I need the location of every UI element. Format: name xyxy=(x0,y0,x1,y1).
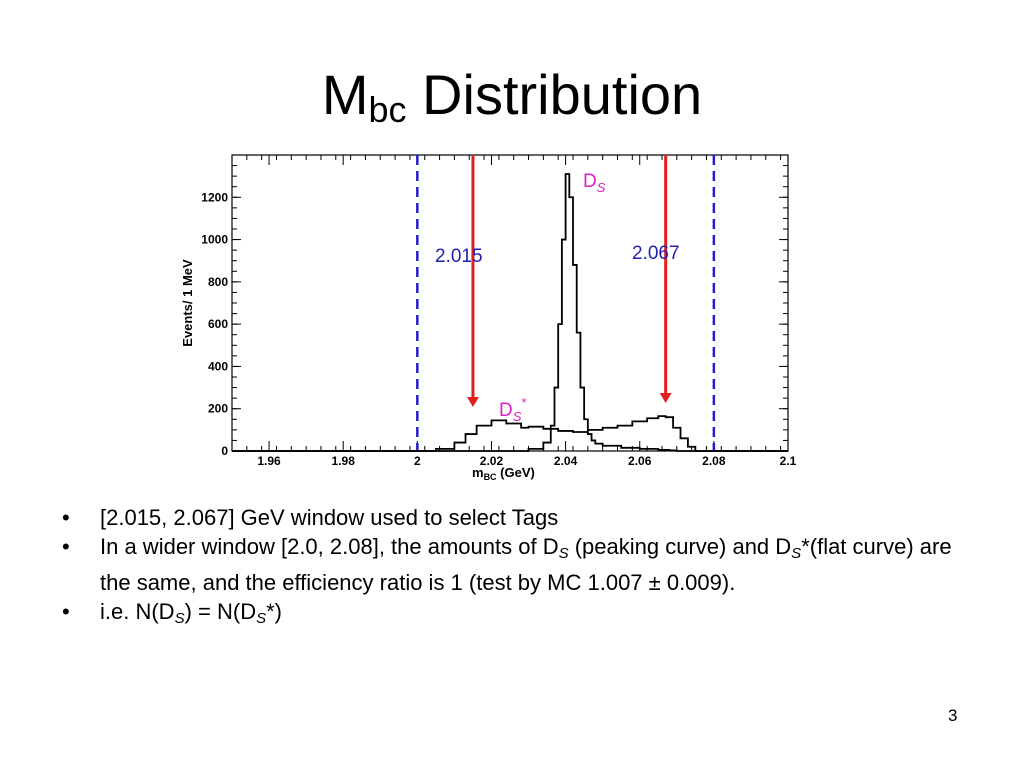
bullet-item: In a wider window [2.0, 2.08], the amoun… xyxy=(62,532,962,597)
y-tick-label: 1200 xyxy=(201,190,228,204)
x-tick-label: 2.06 xyxy=(628,454,652,468)
high-window-label: 2.067 xyxy=(632,243,680,264)
x-tick-label: 2.08 xyxy=(702,454,726,468)
bullet-item: i.e. N(DS) = N(DS*) xyxy=(62,597,962,633)
bullet-2-sub-2: S xyxy=(791,545,802,562)
bullet-2-sub-1: S xyxy=(558,545,569,562)
mbc-histogram: 0 200 400 600 800 1000 1200 1.96 1.98 2 2.02 2.04 2… xyxy=(180,154,797,482)
bullet-list: [2.015, 2.067] GeV window used to select… xyxy=(62,503,962,633)
page-number: 3 xyxy=(948,706,958,725)
x-ticks: 1.96 1.98 2 2.02 2.04 2.06 2.08 2.1 xyxy=(231,155,797,468)
ds-star-main: D xyxy=(499,400,513,421)
bullet-item: [2.015, 2.067] GeV window used to select… xyxy=(62,503,962,532)
bullet-3-part-a: i.e. N(D xyxy=(100,599,175,624)
ds-peak-sub: S xyxy=(597,180,606,195)
high-arrow-head xyxy=(659,393,672,403)
x-tick-label: 2.1 xyxy=(780,454,797,468)
x-tick-label: 2.02 xyxy=(480,454,504,468)
x-tick-label: 2 xyxy=(414,454,421,468)
x-axis-label-main: m xyxy=(472,465,484,480)
y-ticks: 0 200 400 600 800 1000 1200 xyxy=(201,154,788,458)
bullet-1-text: [2.015, 2.067] GeV window used to select… xyxy=(100,505,559,530)
selection-arrows xyxy=(466,155,672,407)
y-tick-label: 1000 xyxy=(201,233,228,247)
title-rest: Distribution xyxy=(406,63,703,126)
x-axis-label-unit: (GeV) xyxy=(497,465,535,480)
bullet-3-part-b: ) = N(D xyxy=(184,599,257,624)
ds-star-annotation: DS* xyxy=(499,395,526,424)
bullet-3-part-c: *) xyxy=(266,599,282,624)
y-tick-label: 200 xyxy=(208,402,228,416)
bullet-3-sub-2: S xyxy=(256,610,267,627)
ds-peak-main: D xyxy=(583,171,597,192)
ds-star-sup: * xyxy=(521,395,526,410)
x-axis-label-sub: BC xyxy=(484,472,497,482)
title-main: M xyxy=(321,63,369,126)
ds-star-curve xyxy=(232,415,788,452)
low-arrow-head xyxy=(466,397,479,407)
low-window-label: 2.015 xyxy=(435,246,483,267)
bullet-2-part-a: In a wider window [2.0, 2.08], the amoun… xyxy=(100,534,559,559)
y-tick-label: 800 xyxy=(208,275,228,289)
y-tick-label: 600 xyxy=(208,317,228,331)
bullet-3-sub-1: S xyxy=(174,610,185,627)
y-axis-label: Events/ 1 MeV xyxy=(180,259,195,347)
x-axis-label: mBC (GeV) xyxy=(472,465,535,482)
ds-star-sub: S xyxy=(513,409,522,424)
bullet-2-part-b: (peaking curve) and D xyxy=(568,534,792,559)
x-tick-label: 1.98 xyxy=(332,454,356,468)
bullet-2-part-c: *(flat curve) are the same, and the effi… xyxy=(100,534,952,595)
slide-title: Mbc Distribution xyxy=(0,60,1024,145)
window-lines xyxy=(416,155,716,451)
x-tick-label: 1.96 xyxy=(257,454,281,468)
ds-peak-annotation: DS xyxy=(583,171,606,195)
x-tick-label: 2.04 xyxy=(554,454,578,468)
ds-peak-curve xyxy=(232,173,788,452)
title-subscript: bc xyxy=(368,89,407,130)
y-tick-label: 400 xyxy=(208,359,228,373)
series-group xyxy=(232,173,788,452)
y-tick-label: 0 xyxy=(221,444,228,458)
